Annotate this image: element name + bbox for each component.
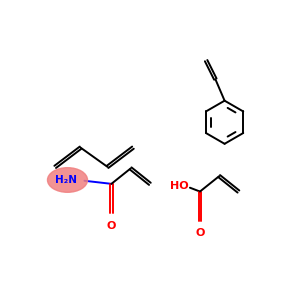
Text: HO: HO [170, 181, 188, 191]
Ellipse shape [47, 168, 88, 192]
Text: O: O [195, 229, 205, 238]
Text: O: O [107, 221, 116, 231]
Text: H₂N: H₂N [55, 175, 77, 185]
